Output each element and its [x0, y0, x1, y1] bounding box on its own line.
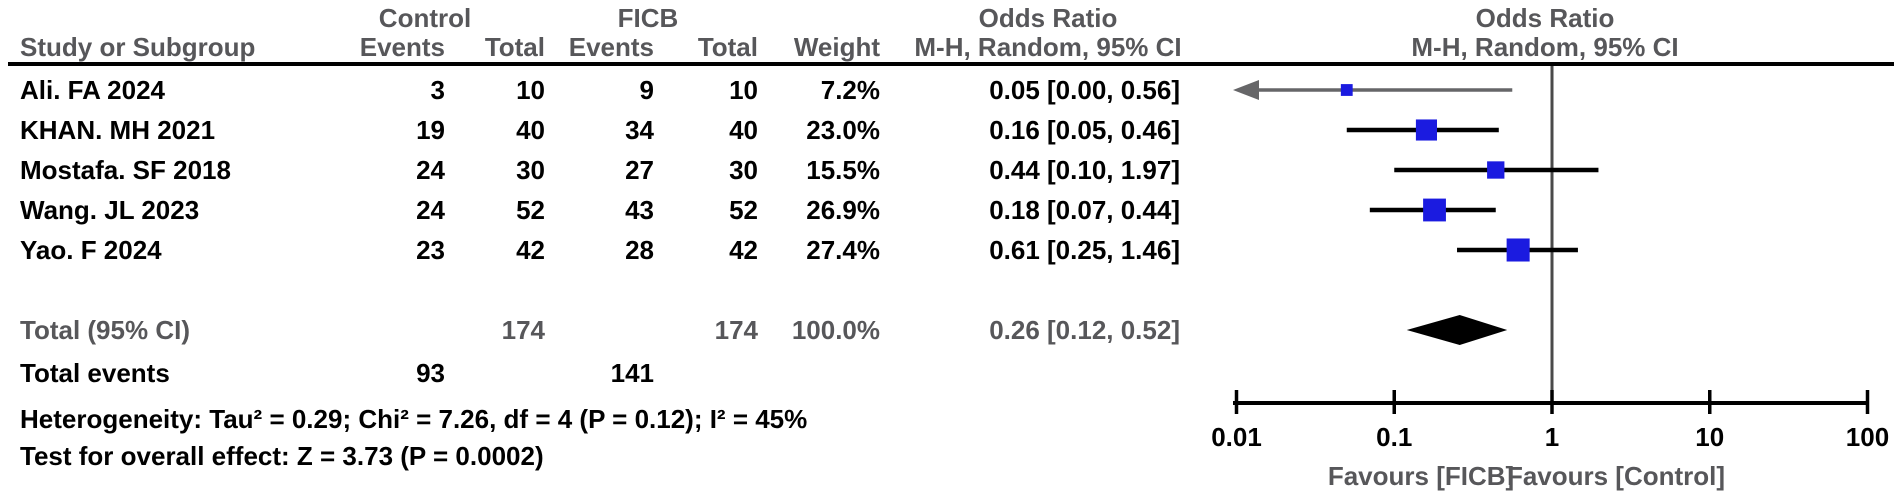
pooled-diamond — [1406, 315, 1508, 345]
or-square-marker — [1423, 198, 1446, 222]
odds-ratio-ci-value: 0.18 [0.07, 0.44] — [989, 195, 1180, 225]
axis-tick-label: 10 — [1695, 422, 1724, 452]
ficb-total-value: 40 — [729, 115, 758, 145]
header-divider — [8, 62, 1894, 66]
axis-tick-label: 0.01 — [1211, 422, 1262, 452]
study-name: KHAN. MH 2021 — [20, 115, 216, 145]
weight-value: 15.5% — [806, 155, 880, 185]
left-arrow-icon — [1233, 80, 1259, 100]
control-total-value: 10 — [516, 75, 545, 105]
total-ficb-total: 174 — [714, 315, 758, 345]
control-events-value: 19 — [416, 115, 445, 145]
heterogeneity-stats: Heterogeneity: Tau² = 0.29; Chi² = 7.26,… — [20, 404, 808, 434]
axis-tick-label: 1 — [1545, 422, 1559, 452]
method-plot-header: M-H, Random, 95% CI — [1411, 32, 1679, 62]
control-events-value: 24 — [416, 155, 445, 185]
odds-ratio-ci-value: 0.61 [0.25, 1.46] — [989, 235, 1180, 265]
or-square-marker — [1487, 161, 1505, 179]
odds-ratio-ci-value: 0.16 [0.05, 0.46] — [989, 115, 1180, 145]
ficb-events-value: 27 — [625, 155, 654, 185]
odds-ratio-column-header: Odds Ratio — [978, 3, 1118, 33]
ficb-group-header: FICB — [617, 3, 679, 33]
control-total-value: 52 — [516, 195, 545, 225]
total-odds-ratio-ci: 0.26 [0.12, 0.52] — [989, 315, 1180, 345]
axis-tick-label: 100 — [1846, 422, 1889, 452]
ficb-events-value: 34 — [625, 115, 654, 145]
weight-value: 26.9% — [806, 195, 880, 225]
ficb-events-value: 43 — [625, 195, 654, 225]
study-name: Mostafa. SF 2018 — [20, 155, 231, 185]
study-name: Wang. JL 2023 — [20, 195, 200, 225]
weight-value: 7.2% — [820, 75, 880, 105]
favours-right-label: Favours [Control] — [1507, 461, 1725, 491]
weight-value: 23.0% — [806, 115, 880, 145]
total-events-label: Total events — [20, 358, 170, 388]
or-square-marker — [1506, 238, 1530, 262]
study-name: Ali. FA 2024 — [20, 75, 165, 105]
method-column-header: M-H, Random, 95% CI — [914, 32, 1182, 62]
control-group-header: Control — [378, 3, 472, 33]
study-name: Yao. F 2024 — [20, 235, 162, 265]
total-events-control: 93 — [416, 358, 445, 388]
ficb-events-header: Events — [568, 32, 654, 62]
or-square-marker — [1340, 84, 1353, 96]
control-total-value: 40 — [516, 115, 545, 145]
total-weight: 100.0% — [791, 315, 880, 345]
study-column-header: Study or Subgroup — [20, 32, 256, 62]
axis-tick-label: 0.1 — [1376, 422, 1412, 452]
control-events-header: Events — [359, 32, 445, 62]
odds-ratio-ci-value: 0.44 [0.10, 1.97] — [989, 155, 1180, 185]
ficb-events-value: 9 — [639, 75, 654, 105]
ficb-events-value: 28 — [625, 235, 654, 265]
control-total-value: 42 — [516, 235, 545, 265]
weight-column-header: Weight — [793, 32, 880, 62]
ficb-total-value: 10 — [729, 75, 758, 105]
control-events-value: 24 — [416, 195, 445, 225]
overall-effect-test: Test for overall effect: Z = 3.73 (P = 0… — [20, 441, 544, 471]
control-events-value: 23 — [416, 235, 445, 265]
weight-value: 27.4% — [806, 235, 880, 265]
favours-left-label: Favours [FICB] — [1328, 461, 1514, 491]
total-control-total: 174 — [501, 315, 545, 345]
odds-ratio-plot-header: Odds Ratio — [1475, 3, 1615, 33]
control-total-value: 30 — [516, 155, 545, 185]
ficb-total-value: 52 — [729, 195, 758, 225]
ficb-total-header: Total — [697, 32, 758, 62]
odds-ratio-ci-value: 0.05 [0.00, 0.56] — [989, 75, 1180, 105]
control-events-value: 3 — [430, 75, 445, 105]
control-total-header: Total — [484, 32, 545, 62]
ficb-total-value: 30 — [729, 155, 758, 185]
total-row-label: Total (95% CI) — [20, 315, 190, 345]
ficb-total-value: 42 — [729, 235, 758, 265]
or-square-marker — [1415, 119, 1438, 141]
total-events-ficb: 141 — [610, 358, 654, 388]
